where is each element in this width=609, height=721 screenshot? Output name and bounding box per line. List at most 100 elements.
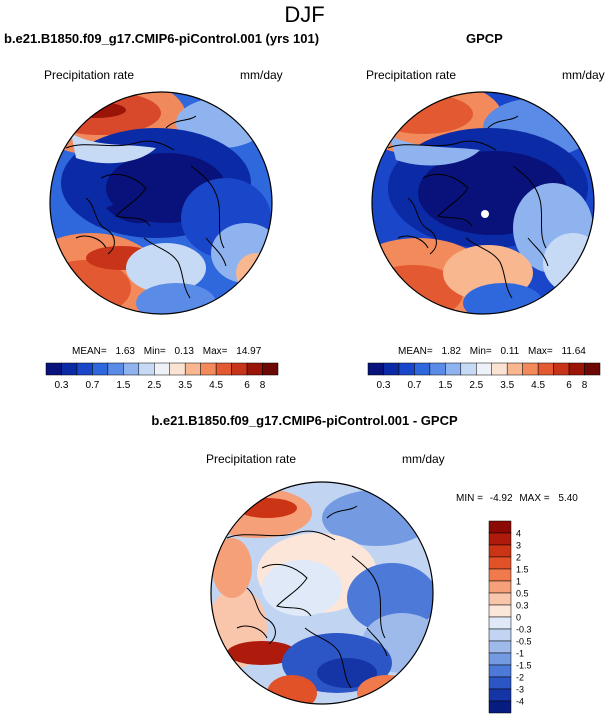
colorbar-tick-label: 8 xyxy=(260,380,266,391)
colorbar-swatch xyxy=(184,362,201,376)
colorbar-swatch xyxy=(231,362,248,376)
colorbar-tick-label: -1 xyxy=(516,649,524,659)
colorbar-swatch xyxy=(488,604,512,618)
colorbar-swatch xyxy=(491,362,508,376)
colorbar-tick-label: 8 xyxy=(582,380,588,391)
colorbar-tick-label: 6 xyxy=(566,380,572,391)
colorbar-swatch xyxy=(584,362,601,376)
colorbar-tick-label: 0.3 xyxy=(55,380,69,391)
diff-units-label: mm/day xyxy=(402,452,445,466)
colorbar-swatch xyxy=(488,532,512,546)
colorbar-swatch xyxy=(488,676,512,690)
obs-variable-label: Precipitation rate xyxy=(366,68,457,82)
colorbar-swatch xyxy=(246,362,263,376)
model-mean-label: MEAN= xyxy=(72,346,107,357)
colorbar-tick-label: 2 xyxy=(516,553,521,563)
diff-min-value: -4.92 xyxy=(489,493,513,504)
colorbar-swatch xyxy=(488,592,512,606)
colorbar-swatch xyxy=(488,700,512,714)
colorbar-tick-label: 2.5 xyxy=(147,380,161,391)
obs-panel-title: GPCP xyxy=(466,31,503,46)
colorbar-tick-label: 6 xyxy=(244,380,250,391)
colorbar-swatch xyxy=(488,544,512,558)
colorbar-tick-label: 1.5 xyxy=(116,380,130,391)
colorbar-swatch xyxy=(488,640,512,654)
colorbar-swatch xyxy=(414,362,431,376)
colorbar-tick-label: 4.5 xyxy=(531,380,545,391)
model-variable-label: Precipitation rate xyxy=(44,68,135,82)
model-stats: MEAN= 1.63 Min= 0.13 Max= 14.97 xyxy=(72,346,261,357)
model-max-label: Max= xyxy=(202,346,228,357)
colorbar-swatch xyxy=(568,362,585,376)
colorbar-tick-label: 3.5 xyxy=(500,380,514,391)
model-colorbar: 0.3 0.7 1.5 2.5 3.5 4.5 6 8 xyxy=(45,362,279,391)
colorbar-tick-label: 2.5 xyxy=(469,380,483,391)
colorbar-swatch xyxy=(367,362,384,376)
colorbar-tick-label: -0.5 xyxy=(516,637,532,647)
colorbar-tick-label: 0.5 xyxy=(516,589,529,599)
colorbar-swatch xyxy=(488,652,512,666)
diff-max-value: 5.40 xyxy=(558,493,578,504)
model-mean-value: 1.63 xyxy=(115,346,135,357)
colorbar-tick-label: 3.5 xyxy=(178,380,192,391)
colorbar-tick-label: 0.7 xyxy=(85,380,99,391)
colorbar-swatch xyxy=(445,362,462,376)
colorbar-swatch xyxy=(553,362,570,376)
colorbar-swatch xyxy=(488,556,512,570)
colorbar-swatch xyxy=(488,616,512,630)
obs-mean-value: 1.82 xyxy=(441,346,461,357)
colorbar-tick-label: -4 xyxy=(516,697,524,707)
colorbar-swatch xyxy=(138,362,155,376)
obs-max-label: Max= xyxy=(528,346,553,357)
colorbar-swatch xyxy=(488,580,512,594)
colorbar-swatch xyxy=(488,664,512,678)
colorbar-tick-label: 1.5 xyxy=(516,565,529,575)
colorbar-swatch xyxy=(476,362,492,376)
colorbar-swatch xyxy=(383,362,400,376)
colorbar-swatch xyxy=(488,688,512,702)
pole-marker xyxy=(481,210,489,218)
diff-colorbar: 4 3 2 1.5 1 0.5 0.3 0 -0.3 -0.5 -1 -1.5 -2 -3 -4 xyxy=(488,520,532,714)
colorbar-tick-label: 1.5 xyxy=(438,380,452,391)
colorbar-tick-label: -0.3 xyxy=(516,625,532,635)
colorbar-swatch xyxy=(169,362,186,376)
colorbar-swatch xyxy=(429,362,446,376)
obs-units-label: mm/day xyxy=(562,68,605,82)
colorbar-tick-label: 0.3 xyxy=(377,380,391,391)
diff-variable-label: Precipitation rate xyxy=(206,452,297,466)
obs-polar-map xyxy=(371,91,595,315)
colorbar-swatch xyxy=(123,362,140,376)
model-min-label: Min= xyxy=(143,346,166,357)
colorbar-swatch xyxy=(215,362,232,376)
colorbar-tick-label: 4 xyxy=(516,529,521,539)
colorbar-swatch xyxy=(45,362,62,376)
figure-title: DJF xyxy=(284,2,325,27)
colorbar-tick-label: 3 xyxy=(516,541,521,551)
diff-polar-map xyxy=(210,481,434,705)
colorbar-tick-label: 0.7 xyxy=(407,380,421,391)
obs-min-label: Min= xyxy=(469,346,492,357)
colorbar-tick-label: 1 xyxy=(516,577,521,587)
diff-min-label: MIN = xyxy=(456,493,483,504)
obs-mean-label: MEAN= xyxy=(398,346,433,357)
colorbar-swatch xyxy=(522,362,539,376)
obs-colorbar: 0.3 0.7 1.5 2.5 3.5 4.5 6 8 xyxy=(367,362,601,391)
colorbar-tick-label: -1.5 xyxy=(516,661,532,671)
colorbar-swatch xyxy=(262,362,279,376)
colorbar-swatch xyxy=(76,362,93,376)
diff-minmax: MIN = -4.92 MAX = 5.40 xyxy=(456,493,578,504)
colorbar-tick-label: -3 xyxy=(516,685,524,695)
colorbar-tick-label: 4.5 xyxy=(209,380,223,391)
colorbar-tick-label: 0.3 xyxy=(516,601,529,611)
colorbar-swatch xyxy=(398,362,415,376)
colorbar-swatch xyxy=(107,362,124,376)
model-min-value: 0.13 xyxy=(174,346,194,357)
model-panel-title: b.e21.B1850.f09_g17.CMIP6-piControl.001 … xyxy=(4,31,320,46)
model-units-label: mm/day xyxy=(240,68,283,82)
model-max-value: 14.97 xyxy=(236,346,262,357)
colorbar-tick-label: -2 xyxy=(516,673,524,683)
colorbar-tick-label: 0 xyxy=(516,613,521,623)
colorbar-swatch xyxy=(537,362,554,376)
colorbar-swatch xyxy=(460,362,477,376)
colorbar-swatch xyxy=(200,362,217,376)
